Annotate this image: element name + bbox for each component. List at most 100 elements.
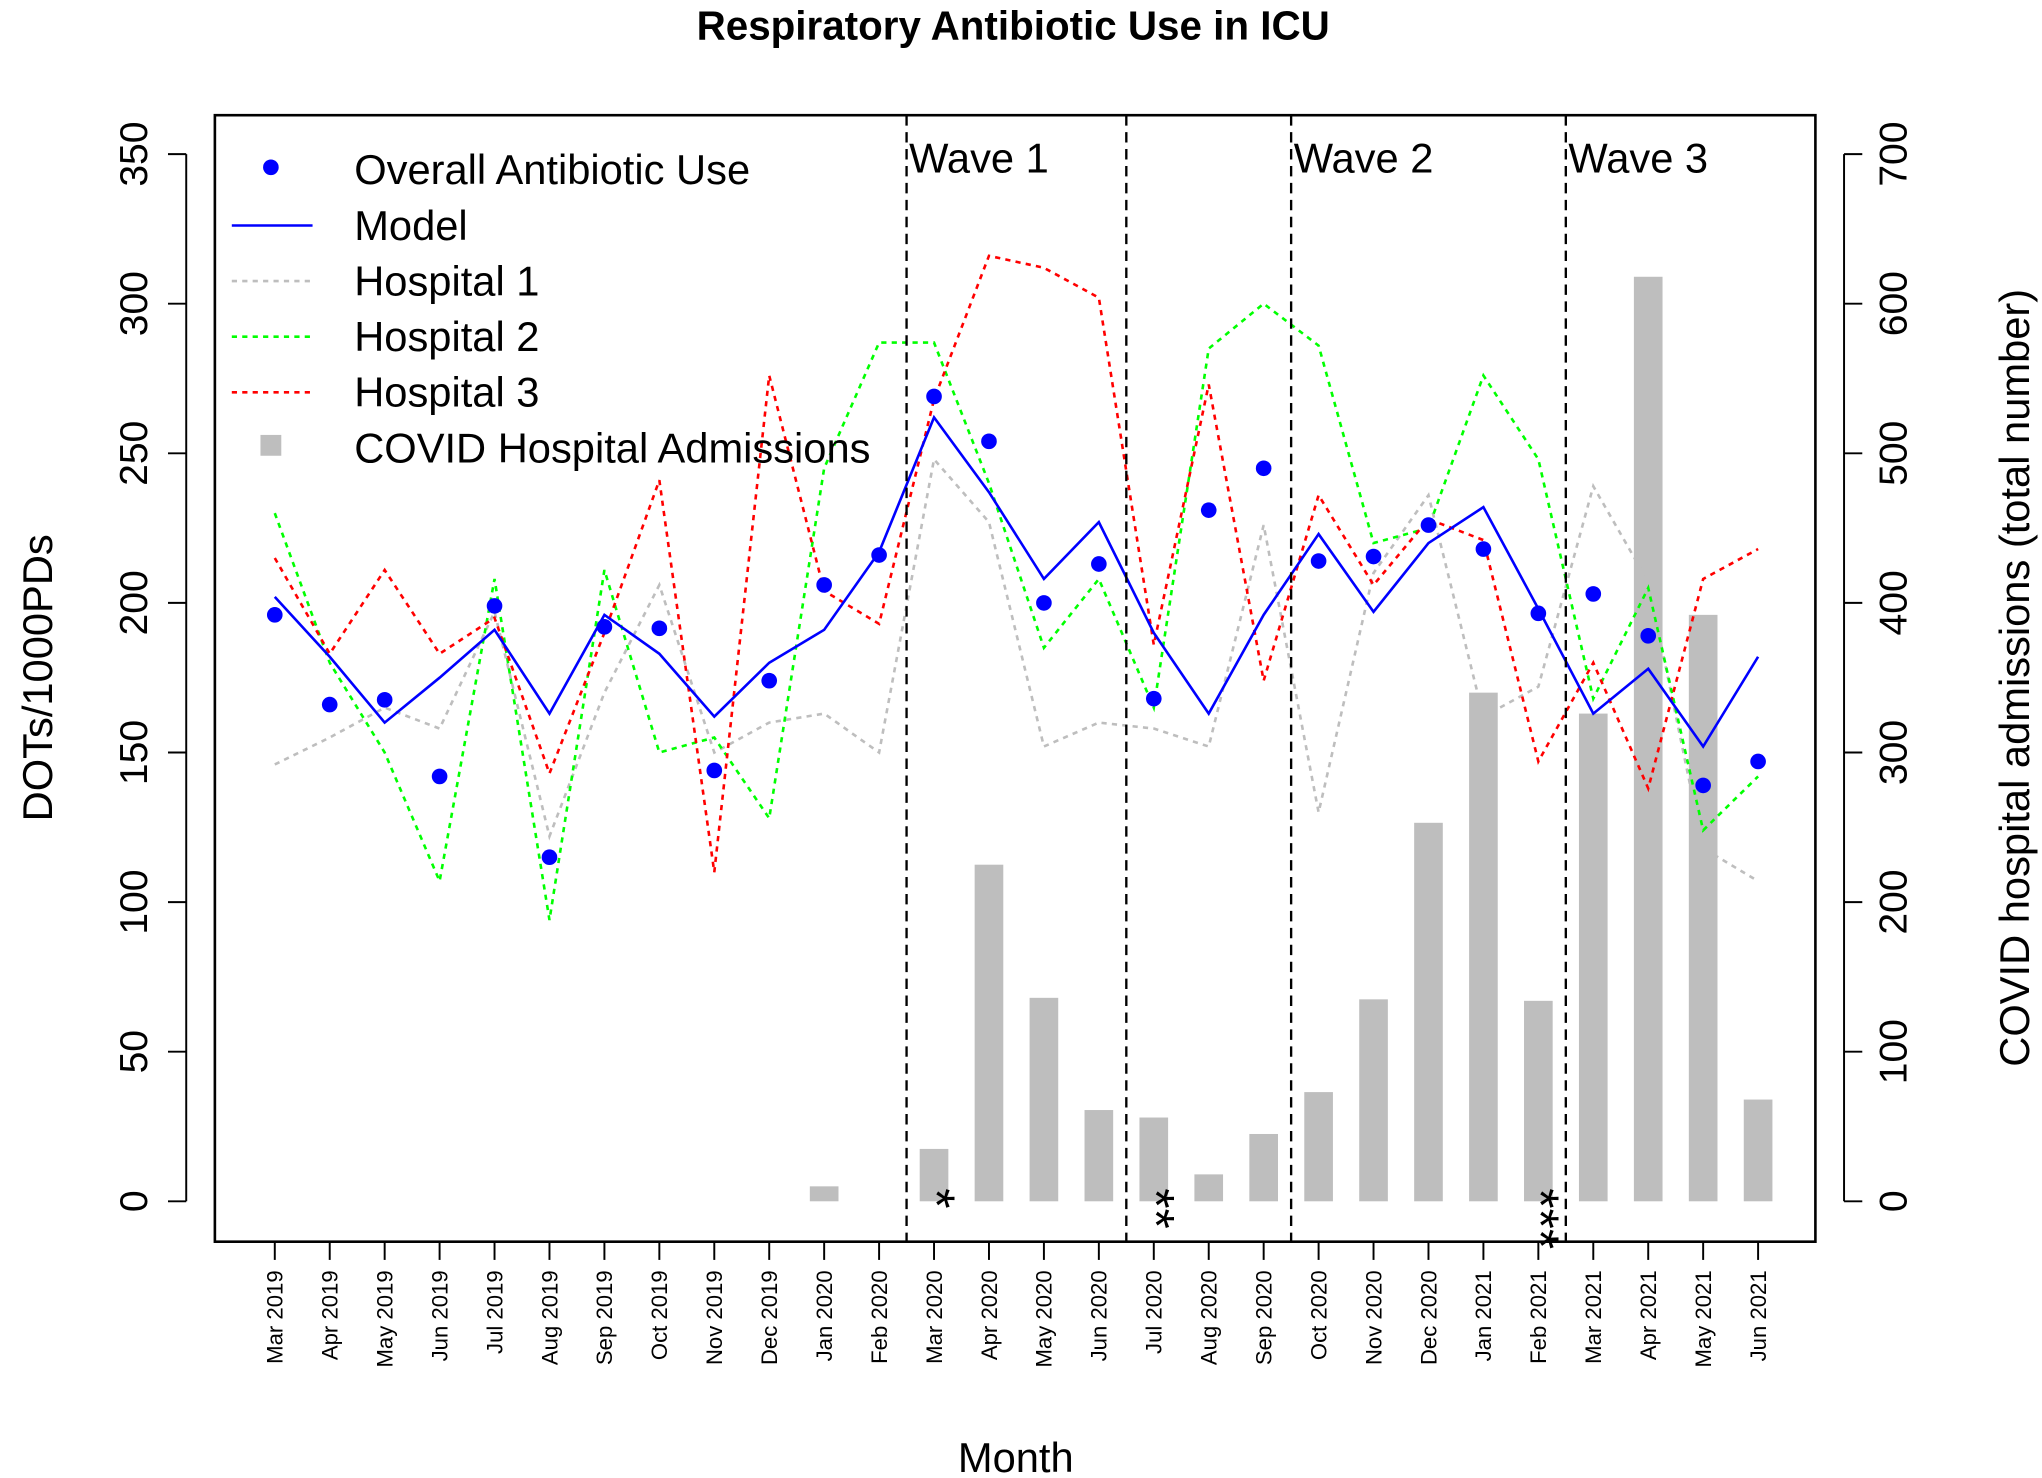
y-tick-label: 50 [113, 1030, 156, 1073]
y2-tick-label: 100 [1873, 1019, 1916, 1084]
bar [1743, 1099, 1773, 1202]
y2-tick-label: 700 [1873, 122, 1916, 187]
bar [809, 1186, 839, 1202]
point [926, 388, 942, 405]
significance-marker: ** [1126, 1188, 1184, 1229]
bar [1578, 713, 1608, 1202]
point [1310, 553, 1327, 569]
bar [1084, 1110, 1114, 1202]
y-tick-label: 300 [113, 271, 156, 336]
x-tick-label: May 2020 [1032, 1270, 1057, 1367]
bar [974, 864, 1004, 1202]
bar [1688, 614, 1718, 1202]
legend-label: Hospital 3 [354, 369, 539, 416]
y2-tick-label: 500 [1873, 421, 1916, 486]
x-tick-label: Dec 2020 [1416, 1270, 1441, 1365]
x-tick-label: Sep 2020 [1251, 1270, 1276, 1365]
bar [919, 1148, 949, 1202]
bar [1524, 1000, 1553, 1202]
y-tick-label: 250 [113, 421, 156, 486]
point [1530, 605, 1547, 622]
y2-tick-label: 300 [1873, 720, 1916, 785]
significance-marker: *** [1511, 1188, 1569, 1249]
legend-label: Hospital 2 [354, 313, 539, 360]
x-tick-label: Jan 2020 [812, 1270, 837, 1361]
y2-tick-label: 400 [1873, 570, 1916, 635]
y2-tick-label: 600 [1873, 271, 1916, 336]
point [1145, 690, 1162, 707]
bar [1249, 1133, 1278, 1202]
point [1036, 595, 1052, 611]
x-tick-label: Jun 2019 [427, 1270, 452, 1361]
legend-symbol [263, 159, 279, 176]
y-tick-label: 350 [113, 122, 156, 187]
y-tick-label: 150 [113, 720, 156, 785]
y-tick-label: 0 [113, 1190, 156, 1212]
x-tick-label: Dec 2019 [757, 1270, 782, 1365]
point [706, 762, 723, 779]
point [1091, 556, 1107, 572]
x-tick-label: Jan 2021 [1471, 1270, 1496, 1361]
x-tick-label: Mar 2020 [922, 1270, 947, 1363]
y-tick-label: 200 [113, 570, 156, 635]
chart-title: Respiratory Antibiotic Use in ICU [697, 3, 1330, 49]
bar [1633, 276, 1663, 1202]
legend-label: Model [354, 202, 467, 249]
x-tick-label: Apr 2021 [1636, 1270, 1661, 1360]
x-tick-label: Feb 2021 [1526, 1270, 1551, 1363]
line-series [274, 456, 1759, 883]
point [376, 692, 393, 708]
y-tick-label: 100 [113, 870, 156, 935]
point [321, 696, 338, 713]
legend-label: Overall Antibiotic Use [354, 146, 750, 193]
point [266, 607, 283, 623]
point [541, 849, 558, 866]
x-tick-label: Oct 2020 [1306, 1270, 1331, 1360]
point [1585, 586, 1602, 602]
x-tick-label: Mar 2019 [263, 1270, 288, 1363]
x-tick-label: Nov 2019 [702, 1270, 727, 1365]
point [651, 620, 668, 637]
x-tick-label: Apr 2019 [318, 1270, 343, 1360]
point [761, 672, 778, 689]
y-axis-label: DOTs/1000PDs [14, 534, 61, 821]
wave-label: Wave 3 [1568, 135, 1708, 182]
legend-label: Hospital 1 [354, 257, 539, 304]
bar [1304, 1092, 1333, 1202]
x-tick-label: Jul 2019 [482, 1270, 507, 1354]
point [486, 598, 503, 614]
x-tick-label: Oct 2019 [647, 1270, 672, 1360]
point [1255, 460, 1272, 477]
point [871, 547, 887, 563]
line-series [273, 254, 1759, 873]
x-tick-label: May 2019 [372, 1270, 397, 1367]
point [1365, 548, 1382, 565]
point [981, 433, 997, 450]
point [1750, 753, 1766, 770]
bar [1469, 692, 1498, 1202]
point [1640, 627, 1657, 644]
x-tick-label: Aug 2020 [1197, 1270, 1222, 1365]
x-tick-label: Mar 2021 [1581, 1270, 1606, 1363]
point [1475, 541, 1492, 557]
x-tick-label: Jun 2021 [1746, 1270, 1771, 1361]
x-axis-label: Month [958, 1434, 1074, 1478]
x-tick-label: Jun 2020 [1087, 1270, 1112, 1361]
y2-tick-label: 200 [1873, 870, 1916, 935]
x-tick-label: Nov 2020 [1361, 1270, 1386, 1365]
y2-axis-label: COVID hospital admissions (total number) [1991, 289, 2038, 1067]
bar [1359, 999, 1388, 1202]
x-tick-label: Aug 2019 [537, 1270, 562, 1365]
bar [1194, 1174, 1224, 1202]
bar [1414, 822, 1443, 1202]
point [1420, 517, 1437, 533]
x-tick-label: Feb 2020 [867, 1270, 892, 1363]
x-tick-label: Apr 2020 [977, 1270, 1002, 1360]
line-series [273, 414, 1760, 749]
legend-label: COVID Hospital Admissions [354, 424, 870, 471]
significance-marker: * [906, 1188, 964, 1208]
point [1695, 777, 1711, 794]
point [1200, 502, 1217, 518]
bar [1139, 1117, 1169, 1202]
